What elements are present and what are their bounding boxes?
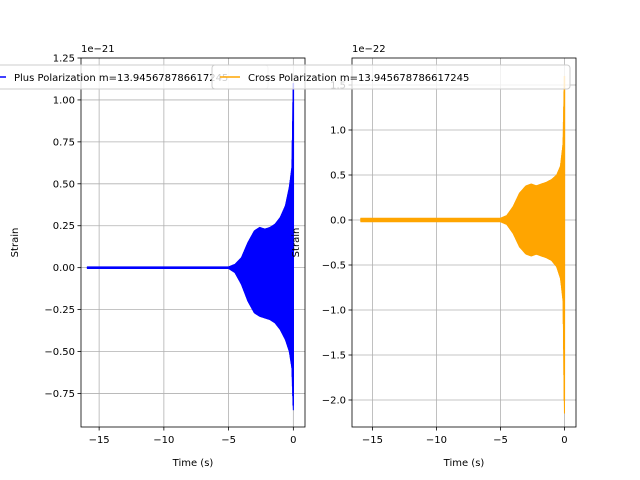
y-tick-label: 0.00 [53, 263, 75, 274]
legend-box [211, 64, 571, 90]
x-tick-label: −5 [493, 435, 508, 446]
y-tick-label: −2.0 [322, 396, 346, 407]
x-tick-label: 0 [290, 435, 296, 446]
cross-polarization-axes: −15−10−50−2.0−1.5−1.0−0.50.00.51.01.5Tim… [291, 44, 577, 469]
y-tick-label: 0.5 [330, 171, 346, 182]
x-tick-label: −5 [221, 435, 236, 446]
y-axis-label: Strain [10, 228, 21, 258]
x-tick-label: −10 [426, 435, 447, 446]
y-tick-label: −1.5 [322, 351, 346, 362]
y-tick-label: −0.50 [44, 347, 75, 358]
y-tick-label: −0.25 [44, 305, 75, 316]
y-tick-label: 1.00 [53, 95, 75, 106]
y-tick-label: −0.5 [322, 261, 346, 272]
legend: Cross Polarization m=13.945678786617245 [211, 64, 571, 90]
axis-offset-label: 1e−21 [81, 44, 115, 55]
legend-label: Cross Polarization m=13.945678786617245 [248, 73, 469, 84]
legends-layer: Plus Polarization m=13.945678786617245 Cr… [0, 64, 571, 90]
plus-polarization-axes: −15 −10 −5 0 −0.75 −0.50 −0.25 0.00 0.25 0.50 0.75… [10, 44, 306, 469]
y-tick-label: 0.50 [53, 179, 75, 190]
y-tick-label: 1.25 [53, 54, 75, 65]
x-axis-label: Time (s) [443, 458, 485, 469]
y-tick-label: −0.75 [44, 389, 75, 400]
waveform-envelope-fill [86, 83, 294, 411]
x-tick-label: 0 [561, 435, 567, 446]
y-tick-label: −1.0 [322, 306, 346, 317]
x-tick-label: −15 [362, 435, 383, 446]
y-tick-label: 0.25 [53, 221, 75, 232]
axes-frame [80, 57, 306, 428]
waveform-envelope-fill [360, 75, 565, 414]
y-tick-label: 0.75 [53, 137, 75, 148]
y-tick-label: 1.0 [330, 126, 346, 137]
legend-label: Plus Polarization m=13.945678786617245 [14, 73, 228, 84]
axis-offset-label: 1e−22 [352, 44, 386, 55]
y-axis-label: Strain [291, 228, 302, 258]
x-axis-label: Time (s) [172, 458, 214, 469]
x-tick-label: −15 [89, 435, 110, 446]
y-tick-label: 0.0 [330, 216, 346, 227]
x-tick-label: −10 [153, 435, 174, 446]
axes-frame [351, 57, 577, 428]
